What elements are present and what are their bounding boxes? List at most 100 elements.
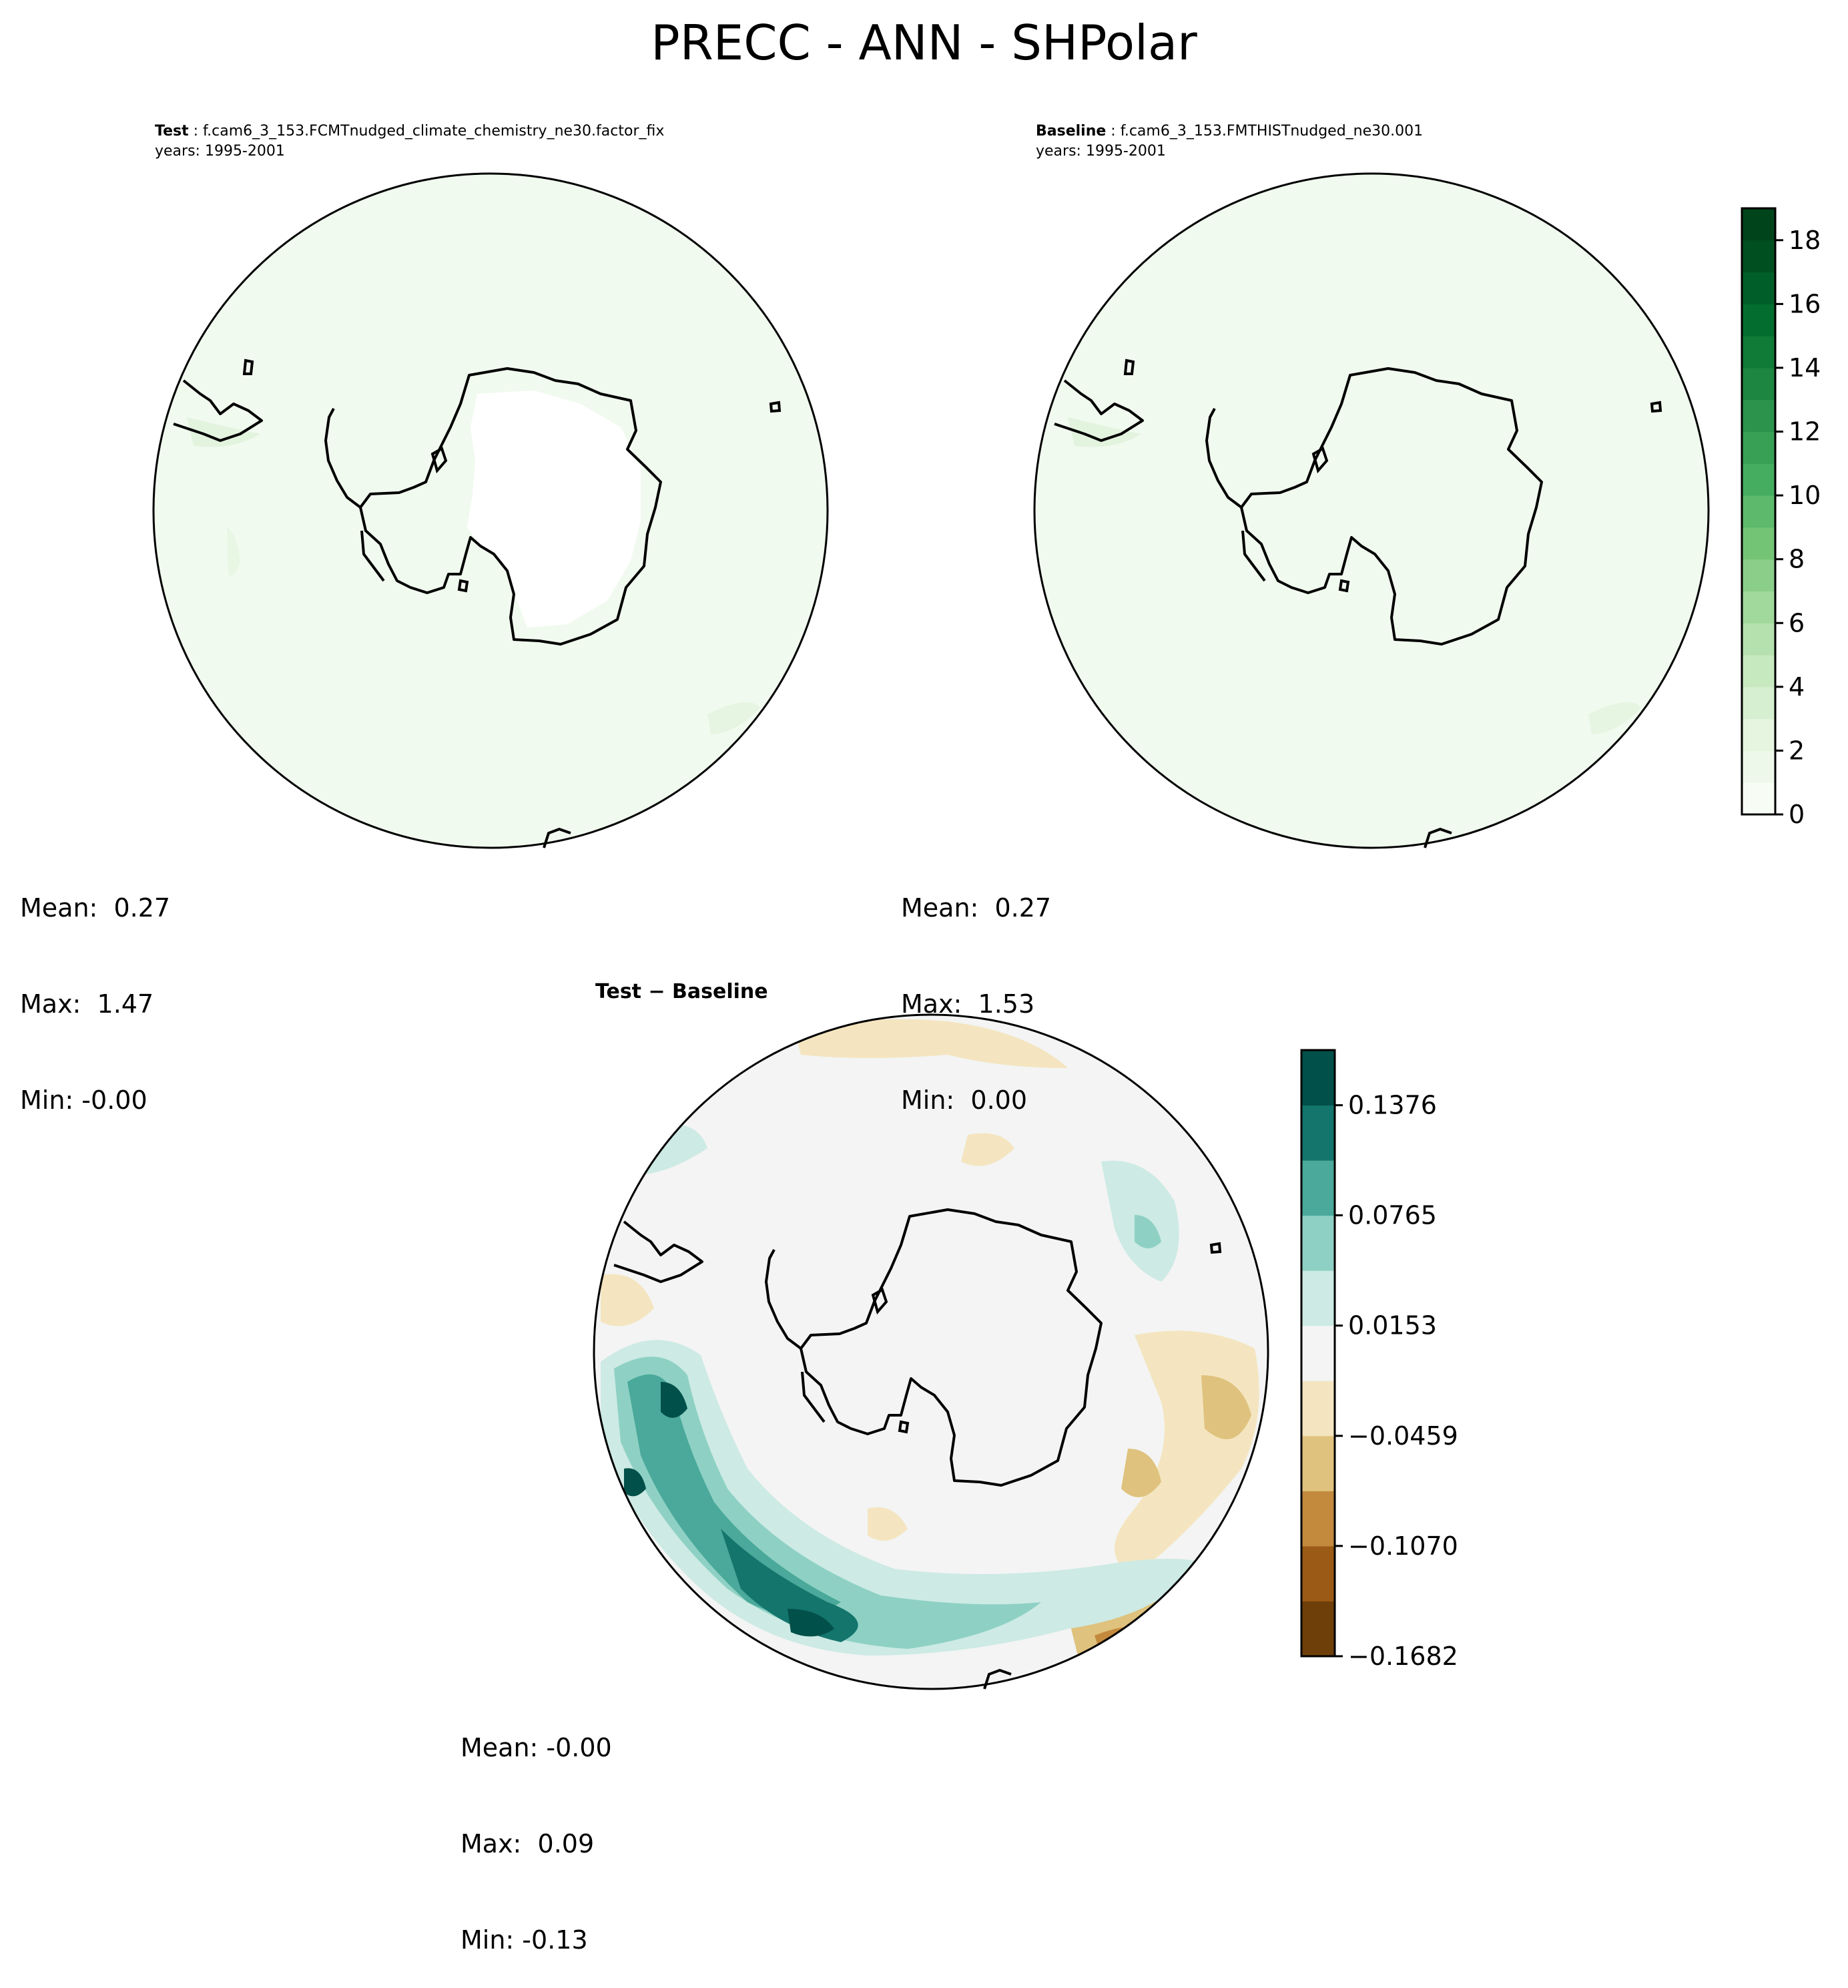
main-colorbar-tick-label: 0 (1789, 800, 1805, 829)
baseline-label: Baseline (1036, 123, 1107, 140)
difference-colorbar-segment (1301, 1270, 1335, 1326)
test-open-ocean-shading-2 (227, 527, 240, 576)
difference-stats: Mean: -0.00 Max: 0.09 Min: -0.13 (460, 1668, 612, 1988)
main-colorbar-segment (1742, 750, 1775, 783)
baseline-island (1123, 358, 1135, 375)
main-colorbar-border (1741, 207, 1777, 816)
test-label: Test (155, 123, 189, 140)
diff-positive-patch-northeast-core (1135, 1215, 1161, 1248)
diff-negative-patch-south (868, 1507, 908, 1541)
baseline-map (1033, 172, 1710, 849)
difference-colorbar-segment (1301, 1160, 1335, 1216)
main-colorbar-segment (1742, 336, 1775, 368)
diff-negative-patch-east-core-2 (1121, 1449, 1161, 1497)
test-antarctic-interior (467, 391, 641, 628)
test-mean: Mean: 0.27 (20, 893, 171, 923)
baseline-coastal-shading (1068, 417, 1141, 447)
main-colorbar-segment (1742, 240, 1775, 273)
main-colorbar-segment (1742, 782, 1775, 815)
diff-positive-band-strong (721, 1529, 858, 1642)
test-case-name: f.cam6_3_153.FCMTnudged_climate_chemistr… (203, 123, 665, 140)
figure-title: PRECC - ANN - SHPolar (651, 15, 1197, 71)
main-colorbar-segment (1742, 559, 1775, 591)
test-open-ocean-shading (707, 702, 761, 734)
main-colorbar-segment (1742, 655, 1775, 688)
main-colorbar-tick-label: 12 (1789, 417, 1821, 447)
difference-colorbar-border (1300, 1049, 1336, 1658)
difference-colorbar-tick-label: −0.1070 (1348, 1531, 1458, 1561)
main-colorbar-tick-label: 14 (1789, 353, 1821, 383)
test-years: years: 1995-2001 (155, 143, 285, 160)
main-colorbar-segment (1742, 304, 1775, 336)
difference-colorbar-segment (1301, 1325, 1335, 1381)
test-coastal-shading (187, 417, 260, 447)
difference-colorbar-tick-label: 0.0765 (1348, 1201, 1437, 1230)
main-colorbar-tick-label: 16 (1789, 289, 1821, 318)
baseline-south-america-coastline (1054, 379, 1144, 442)
main-colorbar-tick-label: 2 (1789, 736, 1805, 765)
main-colorbar: 0 2 4 6 8 10 12 14 16 18 (1741, 207, 1821, 829)
difference-colorbar-tick-label: −0.0459 (1348, 1421, 1458, 1451)
test-island (242, 358, 254, 375)
difference-colorbar-segment (1301, 1215, 1335, 1271)
difference-colorbar-segment (1301, 1491, 1335, 1547)
difference-map-border (593, 1013, 1269, 1690)
difference-mean: Mean: -0.00 (460, 1733, 612, 1762)
test-panel-title: Test : f.cam6_3_153.FCMTnudged_climate_c… (155, 123, 665, 160)
test-map (152, 172, 829, 849)
difference-colorbar-segment (1301, 1381, 1335, 1437)
main-colorbar-segment (1742, 495, 1775, 528)
test-stats: Mean: 0.27 Max: 1.47 Min: -0.00 (20, 828, 170, 1148)
test-island-2 (769, 401, 782, 413)
main-colorbar-segment (1742, 208, 1775, 241)
baseline-island-2 (1650, 401, 1662, 413)
baseline-bottom-landmass (1424, 827, 1452, 848)
baseline-map-border (1033, 172, 1710, 849)
difference-colorbar-segment (1301, 1105, 1335, 1161)
difference-max: Max: 0.09 (460, 1829, 595, 1858)
main-colorbar-segment (1742, 591, 1775, 624)
difference-colorbar-segment (1301, 1050, 1335, 1106)
baseline-open-ocean-shading (1588, 702, 1642, 734)
main-colorbar-tick-label: 6 (1789, 608, 1805, 638)
main-colorbar-tick-label: 8 (1789, 545, 1805, 574)
baseline-field (1034, 174, 1709, 848)
diff-negative-patch-west (601, 1274, 654, 1326)
test-max: Max: 1.47 (20, 989, 154, 1019)
main-colorbar-segment (1742, 718, 1775, 751)
test-south-america-coastline (173, 379, 263, 442)
difference-colorbar-tick-label: 0.1376 (1348, 1091, 1437, 1120)
difference-colorbar-tick-label: −0.1682 (1348, 1642, 1458, 1671)
baseline-panel-title: Baseline : f.cam6_3_153.FMTHISTnudged_ne… (1036, 123, 1424, 160)
main-colorbar-tick-label: 10 (1789, 481, 1821, 510)
difference-colorbar: −0.1682 −0.1070 −0.0459 0.0153 0.0765 0.1376 (1300, 1049, 1458, 1671)
main-colorbar-tick-label: 4 (1789, 672, 1805, 702)
test-map-border (152, 172, 829, 849)
diff-positive-band-inner (627, 1374, 841, 1616)
difference-island (1209, 1242, 1222, 1254)
baseline-years: years: 1995-2001 (1036, 143, 1166, 160)
main-colorbar-segment (1742, 431, 1775, 464)
difference-min: Min: -0.13 (460, 1925, 588, 1955)
test-min: Min: -0.00 (20, 1085, 147, 1115)
diff-positive-core-west-2 (624, 1468, 646, 1497)
difference-map (593, 1013, 1269, 1690)
diff-negative-patch-northeast (961, 1133, 1014, 1166)
main-colorbar-segment (1742, 686, 1775, 720)
difference-panel-title: Test − Baseline (595, 980, 768, 1003)
figure-canvas: 0 2 4 6 8 10 12 14 16 18 (152, 172, 1821, 1690)
difference-colorbar-segment (1301, 1435, 1335, 1491)
baseline-case-name: f.cam6_3_153.FMTHISTnudged_ne30.001 (1120, 123, 1424, 140)
difference-colorbar-segment (1301, 1545, 1335, 1601)
baseline-stats: Mean: 0.27 Max: 1.53 Min: 0.00 (901, 828, 1051, 1148)
main-colorbar-tick-label: 18 (1789, 226, 1821, 255)
main-colorbar-segment (1742, 399, 1775, 433)
main-colorbar-segment (1742, 623, 1775, 656)
difference-colorbar-segment (1301, 1601, 1335, 1657)
difference-bottom-landmass (983, 1668, 1012, 1690)
baseline-mean: Mean: 0.27 (901, 893, 1052, 923)
difference-south-america-coastline (613, 1220, 703, 1283)
main-colorbar-segment (1742, 367, 1775, 401)
main-colorbar-segment (1742, 272, 1775, 304)
diff-positive-core-west (661, 1382, 687, 1418)
